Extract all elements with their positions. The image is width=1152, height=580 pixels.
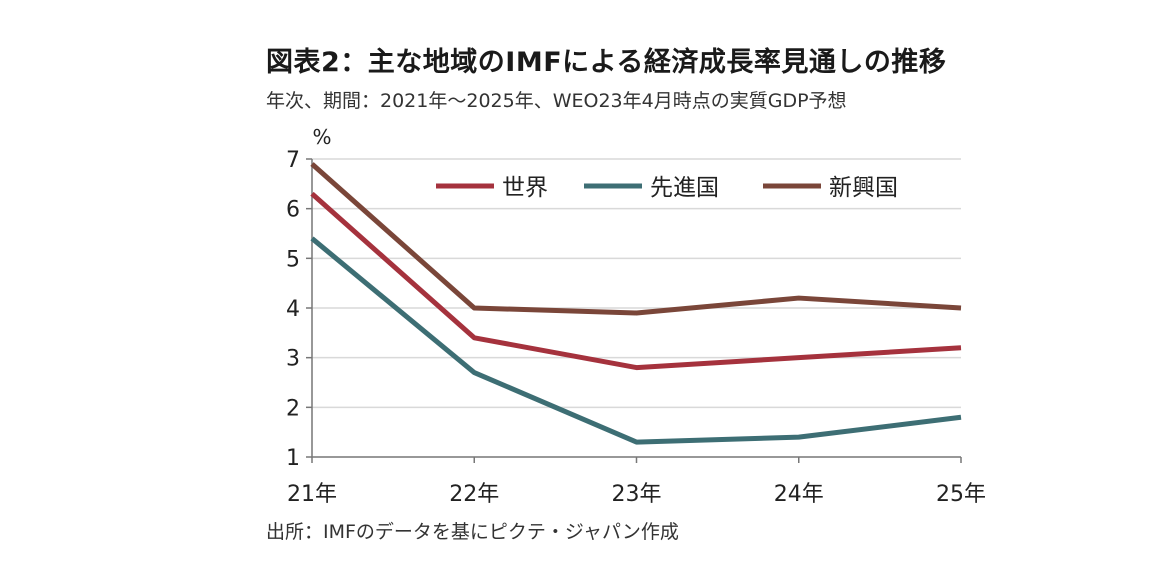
legend: 世界 先進国 新興国 [436,175,898,201]
series-lines [310,162,962,445]
y-tick-label: 1 [286,446,300,471]
y-tick-label: 7 [286,148,300,173]
axes: 1 2 3 4 5 6 7% 21年 22年 23年 24年 25年 [286,125,986,507]
y-axis-unit: % [312,125,331,149]
chart-subtitle: 年次、期間：2021年～2025年、WEO23年4月時点の実質GDP予想 [266,90,847,112]
x-tick-label: 22年 [449,482,499,507]
y-tick-label: 4 [286,297,300,322]
y-tick-label: 2 [286,396,300,421]
series-line-1 [310,236,962,445]
x-tick-label: 25年 [936,482,986,507]
x-tick-label: 23年 [612,482,662,507]
chart-title: 図表2：主な地域のIMFによる経済成長率見通しの推移 [266,47,947,78]
x-tick-label: 21年 [287,482,337,507]
legend-label: 世界 [502,175,548,201]
x-tick-label: 24年 [774,482,824,507]
y-tick-label: 3 [286,347,300,372]
legend-label: 新興国 [829,175,898,201]
y-tick-label: 5 [286,247,300,272]
y-tick-label: 6 [286,198,300,223]
gridlines [312,158,961,409]
source-note: 出所：IMFのデータを基にピクテ・ジャパン作成 [266,521,679,543]
legend-label: 先進国 [650,175,719,201]
series-line-0 [310,191,962,371]
